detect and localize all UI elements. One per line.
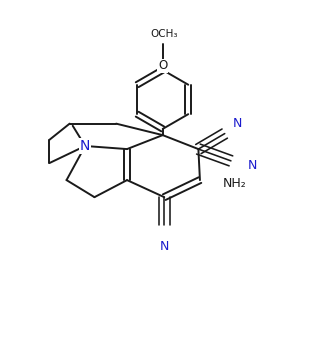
Text: NH₂: NH₂ bbox=[222, 177, 246, 190]
Text: O: O bbox=[158, 59, 167, 73]
Text: N: N bbox=[248, 159, 257, 172]
Text: N: N bbox=[233, 116, 243, 130]
Text: N: N bbox=[160, 240, 169, 253]
Text: N: N bbox=[80, 139, 90, 153]
Text: OCH₃: OCH₃ bbox=[151, 29, 178, 39]
